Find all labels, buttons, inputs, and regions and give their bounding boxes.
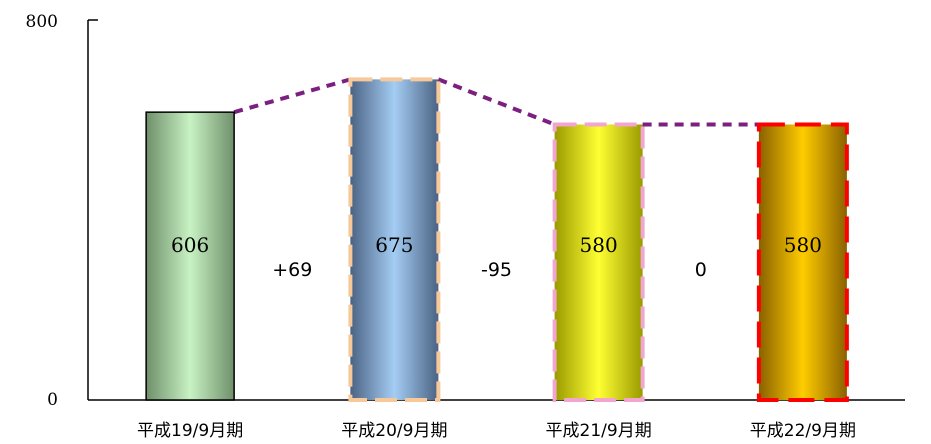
bar-value-label: 580	[784, 233, 822, 257]
difference-label: +69	[272, 259, 312, 281]
bar-value-label: 675	[375, 233, 413, 257]
x-tick-label: 平成19/9月期	[137, 421, 243, 441]
bar	[756, 122, 849, 402]
bar	[145, 111, 235, 401]
x-tick-label: 平成21/9月期	[546, 421, 652, 441]
bar-value-label: 606	[171, 233, 209, 257]
y-tick-label-max: 800	[26, 12, 58, 32]
y-tick-label-min: 0	[47, 390, 58, 410]
bar-value-label: 580	[580, 233, 618, 257]
connector-line	[437, 77, 556, 127]
difference-label: -95	[481, 259, 512, 281]
difference-label: 0	[695, 259, 707, 281]
x-tick-label: 平成22/9月期	[750, 421, 856, 441]
connector-line	[233, 77, 351, 115]
bar	[552, 122, 645, 402]
bar	[348, 77, 441, 402]
x-tick-label: 平成20/9月期	[341, 421, 447, 441]
